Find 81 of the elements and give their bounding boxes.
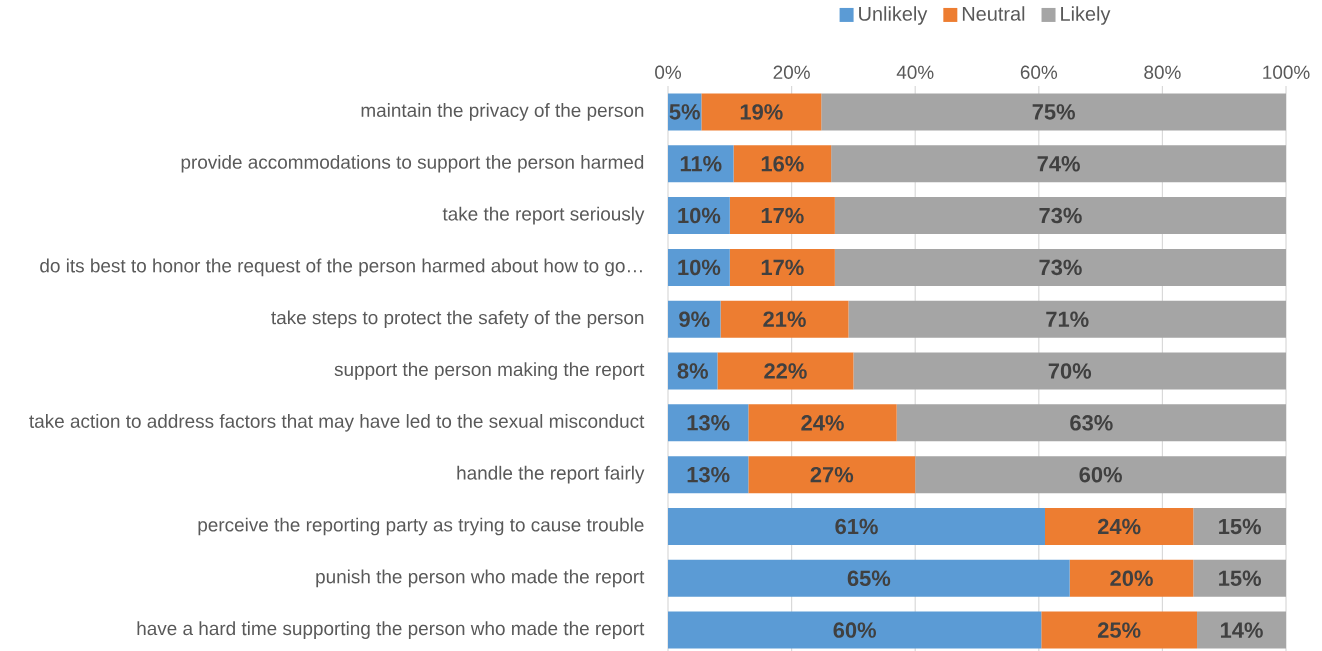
data-label: 71%	[1046, 311, 1089, 327]
bar	[668, 145, 734, 183]
data-label: 10%	[678, 207, 721, 224]
data-label: 63%	[1070, 415, 1113, 431]
y-tick-label: perceive the reporting party as trying to cause trouble	[198, 517, 644, 536]
data-label: 15%	[1219, 518, 1262, 535]
legend-label: Likely	[1061, 6, 1111, 25]
data-label: 21%	[763, 311, 806, 327]
data-label: 61%	[835, 518, 878, 535]
y-tick-label: take action to address factors that may have led to the sexual misconduct	[29, 414, 645, 432]
bar	[717, 352, 854, 390]
bar	[720, 300, 849, 338]
bar	[831, 145, 1287, 183]
bar	[1193, 507, 1287, 545]
x-tick-label: 40%	[896, 65, 934, 79]
bar	[748, 456, 916, 494]
y-tick-label: take the report seriously	[442, 206, 645, 225]
bar	[1041, 611, 1198, 649]
data-label: 73%	[1039, 259, 1082, 276]
x-tick-label: 80%	[1144, 65, 1181, 79]
data-label: 16%	[761, 156, 804, 172]
data-label: 5%	[669, 104, 700, 120]
bar	[853, 352, 1287, 390]
y-tick-label: support the person making the report	[334, 362, 645, 380]
data-label: 8%	[677, 363, 708, 379]
data-label: 13%	[687, 415, 730, 431]
data-label: 19%	[740, 104, 783, 120]
bar	[668, 611, 1042, 649]
data-label: 10%	[678, 259, 721, 276]
bar	[729, 197, 835, 235]
data-label: 11%	[680, 156, 722, 172]
bar	[834, 197, 1287, 235]
bar	[821, 93, 1287, 131]
data-label: 17%	[761, 207, 804, 224]
data-label: 22%	[764, 363, 807, 379]
bar	[1197, 611, 1287, 649]
data-label: 9%	[679, 311, 710, 327]
bar	[896, 404, 1287, 442]
y-tick-label: do its best to honor the request of the person harmed about how to go…	[40, 258, 642, 277]
y-tick-label: maintain the privacy of the person	[361, 103, 644, 121]
y-tick-label: have a hard time supporting the person who made the report	[137, 621, 645, 639]
x-tick-label: 100%	[1263, 65, 1310, 79]
data-label: 74%	[1037, 156, 1080, 172]
y-tick-label: take steps to protect the safety of the person	[271, 310, 644, 329]
bar	[729, 248, 835, 286]
data-label: 14%	[1220, 622, 1263, 638]
data-label: 60%	[833, 622, 876, 638]
bar	[1069, 559, 1194, 597]
data-label: 24%	[801, 415, 844, 431]
data-label: 65%	[847, 570, 891, 587]
bar	[834, 248, 1287, 286]
bar	[1044, 507, 1194, 545]
bar	[701, 93, 822, 131]
bar	[1193, 559, 1287, 597]
bar	[668, 507, 1045, 545]
y-tick-label: handle the report fairly	[457, 465, 645, 484]
data-label: 15%	[1219, 570, 1262, 587]
data-label: 27%	[810, 466, 854, 483]
legend-label: Unlikely	[859, 6, 928, 25]
data-label: 24%	[1097, 518, 1141, 535]
data-label: 60%	[1079, 466, 1122, 483]
y-tick-label: punish the person who made the report	[316, 569, 645, 588]
bar	[733, 145, 832, 183]
bar	[668, 559, 1070, 597]
data-label: 75%	[1032, 104, 1075, 120]
x-tick-label: 0%	[655, 65, 682, 79]
bar	[668, 404, 749, 442]
bar	[915, 456, 1287, 494]
bar	[748, 404, 897, 442]
x-tick-label: 60%	[1020, 65, 1058, 79]
data-label: 17%	[761, 259, 804, 276]
legend-label: Neutral	[962, 6, 1025, 21]
data-label: 13%	[687, 466, 730, 483]
bar	[668, 456, 749, 494]
data-label: 70%	[1048, 363, 1092, 379]
data-label: 73%	[1039, 207, 1082, 224]
y-tick-label: provide accommodations to support the person harmed	[181, 154, 644, 173]
data-label: 25%	[1097, 622, 1141, 638]
bar	[848, 300, 1287, 338]
data-label: 20%	[1110, 570, 1153, 587]
x-tick-label: 20%	[773, 65, 810, 79]
